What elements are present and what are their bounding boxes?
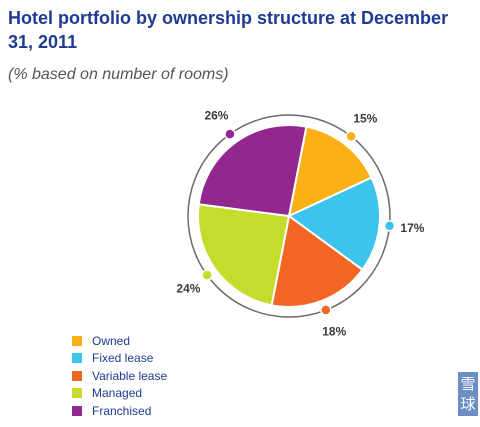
legend-swatch — [72, 388, 82, 399]
chart-legend: Owned Fixed lease Variable lease Managed Fra… — [72, 332, 167, 420]
pie-slice-variable-lease — [270, 214, 364, 308]
legend-item-fixed-lease: Fixed lease — [72, 350, 167, 368]
data-label-variable-lease: 18% — [322, 324, 346, 338]
data-label-managed: 24% — [176, 282, 200, 296]
pie-marker-franchised — [224, 128, 236, 140]
chart-subtitle: (% based on number of rooms) — [8, 66, 229, 83]
legend-label: Owned — [92, 333, 131, 348]
legend-swatch — [72, 370, 82, 381]
legend-swatch — [72, 335, 82, 346]
data-label-owned: 15% — [353, 111, 377, 125]
watermark-logo: 雪球 — [458, 372, 478, 416]
legend-swatch — [72, 405, 82, 416]
pie-slice-owned — [287, 125, 373, 218]
pie-marker-variable-lease — [320, 304, 332, 316]
pie-slice-fixed-lease — [287, 176, 381, 272]
pie-marker-owned — [345, 130, 357, 143]
pie-marker-managed — [201, 269, 213, 281]
legend-item-owned: Owned — [72, 332, 167, 350]
legend-label: Variable lease — [92, 368, 168, 383]
legend-swatch — [72, 353, 82, 364]
data-label-franchised: 26% — [204, 108, 228, 122]
legend-item-franchised: Franchised — [72, 402, 167, 420]
legend-label: Fixed lease — [92, 351, 154, 366]
pie-slice-managed — [197, 203, 291, 307]
legend-label: Franchised — [92, 403, 152, 418]
legend-label: Managed — [92, 386, 143, 401]
legend-item-managed: Managed — [72, 385, 167, 403]
pie-outer-ring — [187, 114, 391, 318]
data-label-fixed-lease: 17% — [400, 221, 424, 235]
chart-title: Hotel portfolio by ownership structure a… — [8, 8, 449, 52]
pie-slice-franchised — [197, 124, 308, 218]
legend-item-variable-lease: Variable lease — [72, 367, 167, 385]
pie-marker-fixed-lease — [383, 220, 396, 232]
